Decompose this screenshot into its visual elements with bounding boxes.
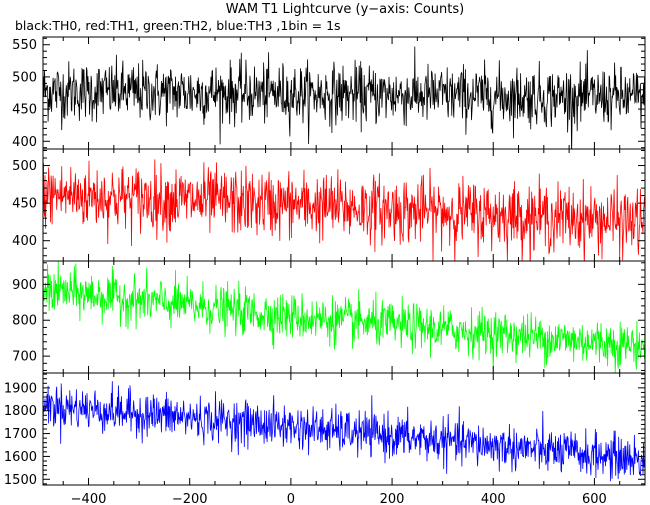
panel-th3: 1500 1600 1700 1800 1900 <box>4 372 646 488</box>
y-tick-label: 400 <box>12 234 37 249</box>
panels-group: 400 450 500 550 400 450 500 700 800 900 1500 1600 17… <box>4 36 646 488</box>
y-tick-label: 1900 <box>4 381 37 396</box>
y-tick-label: 1700 <box>4 427 37 442</box>
panel-frame <box>42 148 646 262</box>
x-axis: −400 −200 0 200 400 600 <box>71 492 607 505</box>
y-tick-label: 450 <box>12 197 37 212</box>
y-tick-label: 700 <box>12 350 37 365</box>
x-tick-label: 0 <box>287 492 295 505</box>
y-tick-label: 1600 <box>4 450 37 465</box>
y-tick-label: 500 <box>12 159 37 174</box>
x-tick-label: 200 <box>380 492 405 505</box>
series-line-th1 <box>43 159 645 261</box>
y-tick-label: 900 <box>12 278 37 293</box>
chart-title: WAM T1 Lightcurve (y−axis: Counts) <box>226 2 464 17</box>
series-line-th2 <box>43 261 645 373</box>
series-line-th3 <box>43 381 645 482</box>
y-tick-label: 1500 <box>4 473 37 488</box>
x-tick-label: 600 <box>582 492 607 505</box>
y-tick-label: 550 <box>12 38 37 53</box>
y-tick-label: 500 <box>12 70 37 85</box>
y-tick-label: 450 <box>12 103 37 118</box>
series-line-th0 <box>43 46 645 149</box>
y-tick-label: 1800 <box>4 404 37 419</box>
y-tick-label: 400 <box>12 135 37 150</box>
panel-frame <box>42 372 646 486</box>
x-tick-label: −200 <box>172 492 208 505</box>
x-tick-label: 400 <box>481 492 506 505</box>
x-tick-label: −400 <box>71 492 107 505</box>
y-tick-label: 800 <box>12 314 37 329</box>
panel-th1: 400 450 500 <box>12 148 646 262</box>
chart-subtitle: black:TH0, red:TH1, green:TH2, blue:TH3 … <box>15 18 341 33</box>
panel-th0: 400 450 500 550 <box>12 36 646 150</box>
panel-th2: 700 800 900 <box>12 260 646 374</box>
